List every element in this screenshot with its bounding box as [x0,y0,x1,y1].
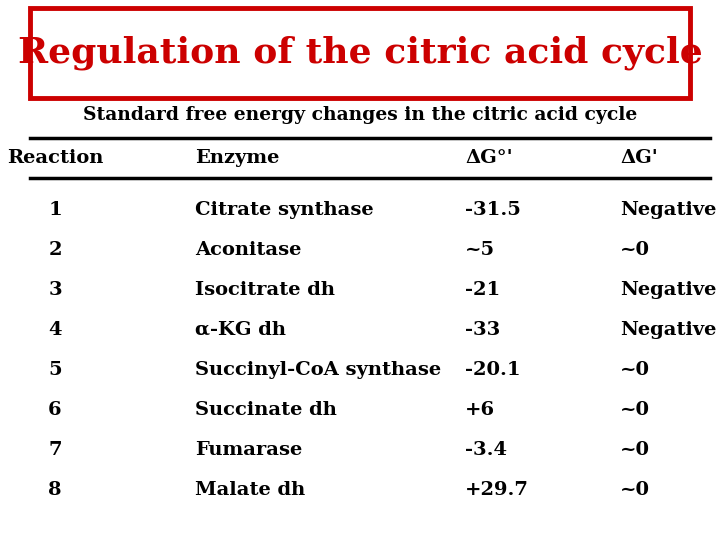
Text: ΔG°': ΔG°' [465,149,513,167]
Text: ~0: ~0 [620,361,650,379]
Text: -33: -33 [465,321,500,339]
Text: Negative: Negative [620,321,716,339]
Text: 7: 7 [48,441,62,459]
Text: ΔG': ΔG' [620,149,658,167]
Text: Succinate dh: Succinate dh [195,401,337,419]
Text: 5: 5 [48,361,62,379]
Text: ~0: ~0 [620,481,650,499]
Text: 1: 1 [48,201,62,219]
Text: -31.5: -31.5 [465,201,521,219]
Text: ~0: ~0 [620,441,650,459]
Text: Succinyl-CoA synthase: Succinyl-CoA synthase [195,361,441,379]
Text: Negative: Negative [620,281,716,299]
Text: Citrate synthase: Citrate synthase [195,201,374,219]
Text: 6: 6 [48,401,62,419]
Text: 3: 3 [48,281,62,299]
Text: Regulation of the citric acid cycle: Regulation of the citric acid cycle [17,36,703,70]
Text: -21: -21 [465,281,500,299]
Text: Malate dh: Malate dh [195,481,305,499]
Text: Isocitrate dh: Isocitrate dh [195,281,335,299]
Bar [30,8,690,98]
Text: ~5: ~5 [465,241,495,259]
Text: Standard free energy changes in the citric acid cycle: Standard free energy changes in the citr… [83,106,637,124]
Text: ~0: ~0 [620,401,650,419]
Text: Negative: Negative [620,201,716,219]
Text: Reaction: Reaction [6,149,103,167]
Text: α-KG dh: α-KG dh [195,321,286,339]
Text: 4: 4 [48,321,62,339]
Text: Fumarase: Fumarase [195,441,302,459]
Text: Enzyme: Enzyme [195,149,279,167]
Text: +6: +6 [465,401,495,419]
Text: Aconitase: Aconitase [195,241,302,259]
Text: -20.1: -20.1 [465,361,521,379]
Text: -3.4: -3.4 [465,441,507,459]
Text: 8: 8 [48,481,62,499]
Text: 2: 2 [48,241,62,259]
Text: +29.7: +29.7 [465,481,529,499]
Text: ~0: ~0 [620,241,650,259]
